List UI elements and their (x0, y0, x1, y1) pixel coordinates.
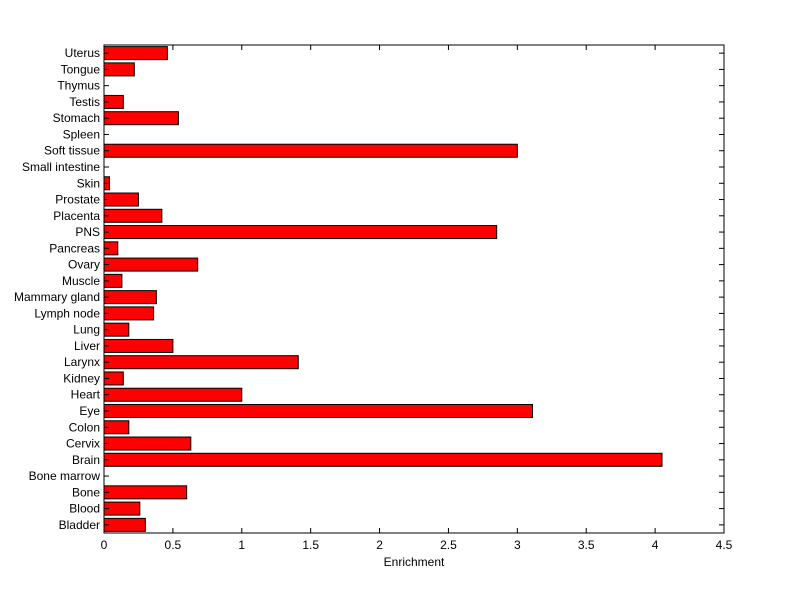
y-tick-label: Mammary gland (14, 290, 100, 304)
y-tick-label: Prostate (55, 193, 100, 207)
y-tick-label: Liver (74, 339, 100, 353)
y-tick-label: Testis (69, 95, 100, 109)
bar (103, 306, 155, 321)
bar (103, 290, 157, 305)
y-tick-label: Placenta (53, 209, 100, 223)
y-tick-label: Cervix (66, 437, 100, 451)
y-tick-label: Pancreas (49, 241, 100, 255)
bar (103, 452, 663, 467)
bar (103, 257, 199, 272)
y-tick-label: Soft tissue (44, 144, 100, 158)
bar (103, 387, 243, 402)
bar (103, 143, 518, 158)
y-tick-label: Lung (73, 323, 100, 337)
y-tick-label: Ovary (68, 258, 100, 272)
y-tick-label: Skin (77, 176, 100, 190)
y-tick-label: Blood (69, 502, 100, 516)
y-tick-label: Colon (69, 420, 100, 434)
plot-frame (103, 44, 725, 534)
x-axis-title: Enrichment (384, 555, 445, 569)
y-tick-label: Bone (72, 485, 100, 499)
y-tick-label: Brain (72, 453, 100, 467)
x-tick-label: 2.5 (440, 538, 457, 552)
bar (103, 403, 533, 418)
bar (103, 208, 163, 223)
bar (103, 355, 299, 370)
bar (103, 46, 168, 61)
y-tick-label: Lymph node (34, 306, 100, 320)
x-tick-label: 2 (376, 538, 383, 552)
y-tick-label: Thymus (57, 79, 100, 93)
bar (103, 501, 141, 516)
y-tick-label: Spleen (63, 127, 100, 141)
y-tick-label: Eye (79, 404, 100, 418)
x-tick-label: 3 (514, 538, 521, 552)
y-tick-label: Bone marrow (29, 469, 101, 483)
y-tick-label: Bladder (59, 518, 100, 532)
x-tick-label: 4.5 (716, 538, 733, 552)
y-tick-label: Muscle (62, 274, 100, 288)
x-tick-label: 4 (652, 538, 659, 552)
bar (103, 338, 174, 353)
bar (103, 436, 192, 451)
x-tick-label: 0.5 (165, 538, 182, 552)
y-tick-label: Heart (71, 388, 101, 402)
bar (103, 192, 139, 207)
y-tick-label: Tongue (61, 62, 101, 76)
bar (103, 517, 146, 532)
x-tick-label: 0 (101, 538, 108, 552)
plot-area (104, 45, 724, 533)
y-tick-label: Small intestine (22, 160, 100, 174)
bar (103, 225, 498, 240)
bar (103, 485, 188, 500)
x-tick-label: 3.5 (578, 538, 595, 552)
x-tick-label: 1.5 (302, 538, 319, 552)
y-axis-ticks: Bladder Blood Bone Bone marrow Brain Cervix Co… (14, 46, 724, 532)
y-tick-label: PNS (75, 225, 100, 239)
bar (103, 111, 179, 126)
x-axis-ticks: 0 0.5 1 1.5 2 2.5 3 3.5 4 4.5 (101, 45, 733, 552)
y-tick-label: Stomach (53, 111, 100, 125)
y-tick-label: Larynx (64, 355, 100, 369)
x-tick-label: 1 (238, 538, 245, 552)
y-tick-label: Kidney (63, 371, 100, 385)
y-tick-label: Uterus (65, 46, 100, 60)
